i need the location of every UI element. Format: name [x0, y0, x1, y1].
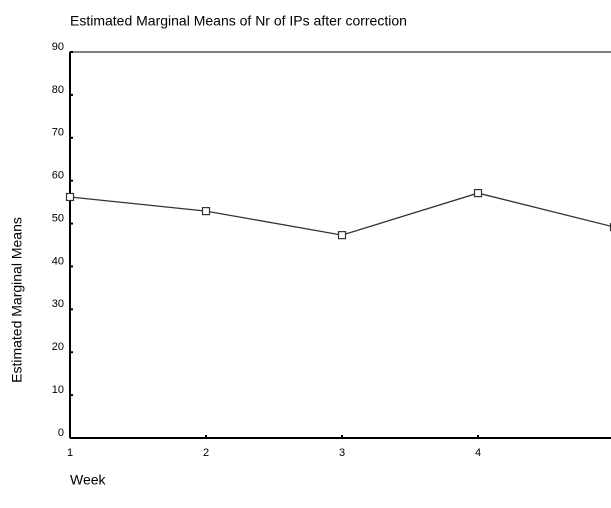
plot-frame: [69, 51, 611, 439]
x-tick-label: 2: [203, 447, 209, 459]
x-tick-label: 4: [475, 447, 481, 459]
y-tick-label: 50: [52, 212, 64, 224]
y-tick-label: 20: [52, 341, 64, 353]
y-tick-label: 40: [52, 255, 64, 267]
x-axis-title: Week: [70, 472, 107, 488]
marker: [201, 207, 211, 216]
y-tick-label: 80: [52, 84, 64, 96]
x-tick-label: 3: [339, 447, 345, 459]
line: [69, 192, 611, 236]
marker: [337, 231, 347, 240]
y-axis-title: Estimated Marginal Means: [9, 217, 25, 383]
marker: [473, 189, 483, 198]
y-tick-label: 90: [52, 41, 64, 53]
x-tick-label: 1: [67, 447, 73, 459]
y-tick-label: 0: [58, 427, 64, 439]
y-tick-label: 70: [52, 127, 64, 139]
y-tick-label: 30: [52, 298, 64, 310]
y-tick-label: 60: [52, 170, 64, 182]
marker: [65, 192, 75, 202]
y-tick-label: 10: [52, 384, 64, 396]
chart-title: Estimated Marginal Means of Nr of IPs af…: [70, 13, 407, 29]
